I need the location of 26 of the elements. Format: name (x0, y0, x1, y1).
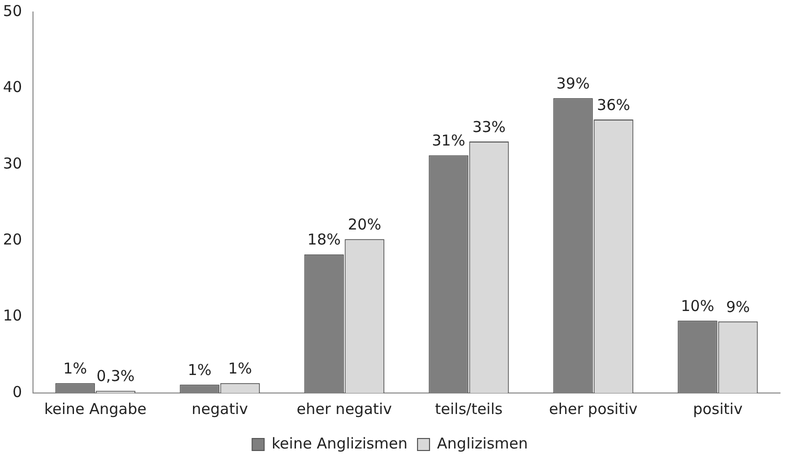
y-tick-label: 30 (2, 154, 22, 172)
y-tick-label: 10 (2, 306, 22, 325)
data-label: 18% (307, 230, 341, 249)
data-label: 36% (596, 96, 630, 114)
x-tick-label: eher negativ (296, 400, 392, 418)
data-label: 1% (188, 361, 212, 380)
legend-label: keine Anglizismen (272, 434, 408, 452)
y-tick-label: 0 (12, 382, 22, 401)
y-tick-label: 20 (2, 230, 22, 248)
data-label: 20% (348, 215, 382, 234)
x-tick-label: eher positiv (549, 400, 638, 418)
data-label: 0,3% (96, 367, 135, 386)
y-tick-label: 50 (2, 2, 22, 20)
data-label: 10% (680, 297, 714, 315)
x-tick-label: keine Angabe (44, 400, 146, 418)
data-label: 1% (228, 359, 252, 378)
y-tick-label: 40 (2, 78, 22, 96)
x-tick-label: teils/teils (434, 400, 503, 418)
legend-label: Anglizismen (437, 434, 528, 452)
data-label: 31% (432, 132, 466, 150)
data-label: 1% (63, 359, 87, 378)
data-label: 33% (472, 118, 506, 136)
x-tick-label: positiv (692, 400, 743, 418)
x-tick-label: negativ (192, 400, 248, 418)
data-label: 39% (556, 74, 590, 92)
data-label: 9% (726, 298, 750, 316)
